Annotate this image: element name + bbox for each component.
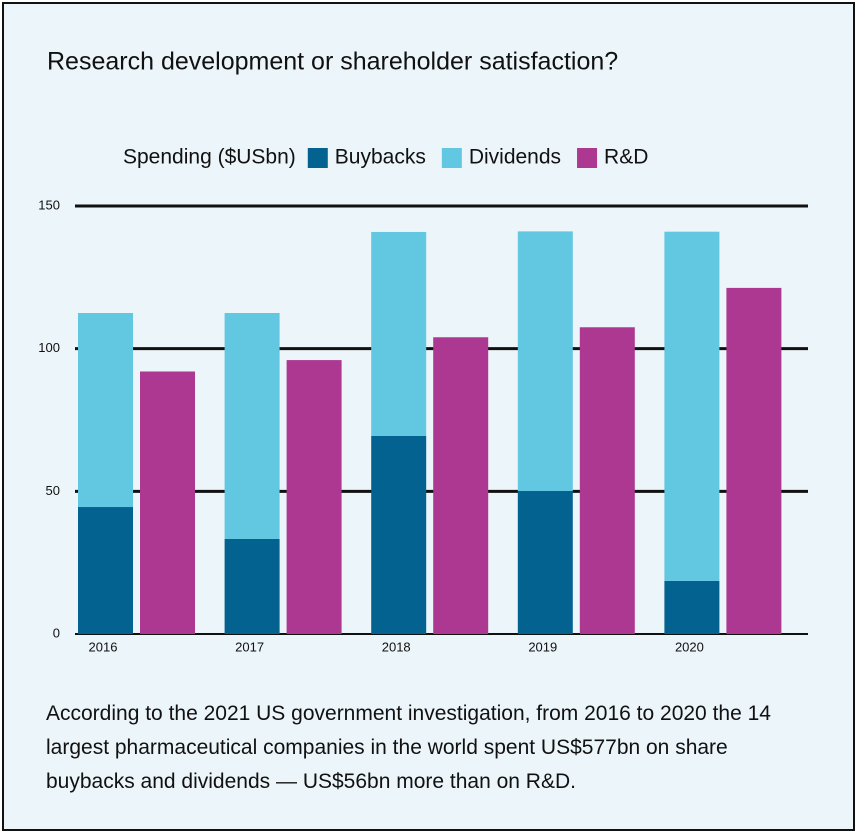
bar <box>517 491 573 634</box>
bar <box>371 231 427 436</box>
bar <box>726 287 782 634</box>
x-tick-label: 2018 <box>382 639 411 654</box>
y-tick-label: 0 <box>53 625 60 640</box>
x-tick-label: 2020 <box>675 639 704 654</box>
chart-title: Research development or shareholder sati… <box>47 48 618 76</box>
bar <box>78 507 133 634</box>
legend-swatch <box>307 148 328 168</box>
y-tick-label: 150 <box>38 197 60 212</box>
bar <box>433 337 489 634</box>
bar <box>371 435 427 634</box>
y-tick-label: 100 <box>38 340 60 355</box>
bar <box>224 313 280 539</box>
legend-label: Buybacks <box>335 146 426 169</box>
bar <box>664 231 720 581</box>
x-tick-label: 2019 <box>528 639 557 654</box>
x-tick-label: 2016 <box>89 639 118 654</box>
legend-label: Dividends <box>469 146 561 169</box>
bar <box>78 313 133 508</box>
legend-swatch <box>441 148 462 168</box>
x-tick-label: 2017 <box>235 639 264 654</box>
footnote: According to the 2021 US government inve… <box>46 702 771 793</box>
legend-label: R&D <box>604 146 648 169</box>
legend-title: Spending ($USbn) <box>123 146 296 169</box>
y-tick-label: 50 <box>46 483 60 498</box>
bar <box>224 538 280 634</box>
bar <box>579 327 635 634</box>
bar <box>286 360 342 634</box>
bar <box>140 371 195 634</box>
bar <box>664 580 720 634</box>
bar <box>517 231 573 492</box>
legend-swatch <box>577 148 598 168</box>
